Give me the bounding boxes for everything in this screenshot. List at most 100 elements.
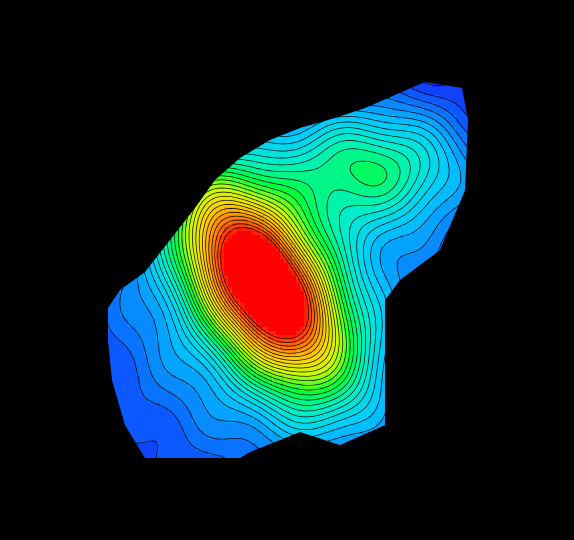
heatmap-cell [444, 167, 449, 172]
heatmap-cell [300, 163, 305, 168]
heatmap-cell [452, 199, 457, 204]
heatmap-cell [348, 211, 353, 216]
heatmap-cell [420, 251, 425, 256]
heatmap-cell [232, 203, 237, 208]
heatmap-cell [380, 263, 385, 268]
heatmap-cell [292, 135, 297, 140]
heatmap-cell [408, 211, 413, 216]
heatmap-cell [288, 235, 293, 240]
heatmap-cell [328, 283, 333, 288]
heatmap-cell [384, 123, 389, 128]
heatmap-cell [268, 247, 273, 252]
heatmap-cell [152, 275, 157, 280]
heatmap-cell [216, 207, 221, 212]
heatmap-cell [184, 275, 189, 280]
heatmap-cell [388, 175, 393, 180]
heatmap-cell [436, 91, 441, 96]
heatmap-cell [284, 207, 289, 212]
heatmap-cell [376, 107, 381, 112]
heatmap-cell [260, 259, 265, 264]
heatmap-cell [356, 187, 361, 192]
heatmap-cell [224, 263, 229, 268]
heatmap-cell [248, 179, 253, 184]
heatmap-cell [336, 191, 341, 196]
heatmap-cell [316, 235, 321, 240]
heatmap-cell [364, 203, 369, 208]
heatmap-cell [288, 147, 293, 152]
heatmap-cell [384, 215, 389, 220]
heatmap-cell [432, 203, 437, 208]
heatmap-cell [212, 219, 217, 224]
heatmap-cell [324, 183, 329, 188]
heatmap-cell [240, 191, 245, 196]
heatmap-cell [364, 239, 369, 244]
heatmap-cell [340, 119, 345, 124]
heatmap-cell [336, 223, 341, 228]
heatmap-cell [288, 247, 293, 252]
heatmap-cell [332, 143, 337, 148]
heatmap-cell [288, 175, 293, 180]
heatmap-cell [464, 127, 468, 132]
heatmap-cell [356, 235, 361, 240]
heatmap-cell [456, 111, 461, 116]
heatmap-cell [428, 147, 433, 152]
heatmap-cell [372, 171, 377, 176]
heatmap-cell [412, 99, 417, 104]
heatmap-cell [292, 159, 297, 164]
heatmap-cell [296, 131, 301, 136]
heatmap-cell [332, 227, 337, 232]
heatmap-cell [172, 251, 177, 256]
heatmap-cell [444, 211, 449, 216]
heatmap-cell [328, 123, 333, 128]
heatmap-cell [228, 207, 233, 212]
heatmap-cell [336, 179, 341, 184]
heatmap-cell [444, 103, 449, 108]
heatmap-cell [248, 263, 253, 268]
heatmap-cell [256, 247, 261, 252]
heatmap-cell [444, 99, 449, 104]
heatmap-cell [268, 203, 273, 208]
heatmap-cell [248, 283, 253, 288]
heatmap-cell [324, 151, 329, 156]
heatmap-cell [236, 239, 241, 244]
heatmap-cell [412, 223, 417, 228]
heatmap-cell [196, 227, 201, 232]
heatmap-cell [180, 283, 185, 288]
heatmap-cell [456, 99, 461, 104]
heatmap-cell [200, 231, 205, 236]
heatmap-cell [352, 195, 357, 200]
heatmap-cell [308, 279, 313, 284]
heatmap-cell [268, 179, 273, 184]
heatmap-cell [416, 247, 421, 252]
heatmap-cell [376, 215, 381, 220]
heatmap-cell [304, 279, 309, 284]
heatmap-cell [316, 183, 321, 188]
heatmap-cell [428, 187, 433, 192]
heatmap-cell [304, 167, 309, 172]
heatmap-cell [308, 123, 313, 128]
heatmap-cell [304, 183, 309, 188]
heatmap-cell [372, 187, 377, 192]
heatmap-cell [352, 163, 357, 168]
heatmap-cell [316, 195, 321, 200]
heatmap-cell [296, 155, 301, 160]
heatmap-cell [236, 279, 241, 284]
heatmap-cell [452, 151, 457, 156]
heatmap-cell [456, 135, 461, 140]
heatmap-cell [212, 239, 217, 244]
heatmap-cell [276, 207, 281, 212]
heatmap-cell [376, 259, 381, 264]
heatmap-cell [416, 175, 421, 180]
heatmap-cell [312, 163, 317, 168]
heatmap-cell [372, 131, 377, 136]
heatmap-cell [456, 183, 461, 188]
heatmap-cell [356, 155, 361, 160]
heatmap-cell [416, 119, 421, 124]
heatmap-cell [428, 143, 433, 148]
heatmap-cell [460, 135, 465, 140]
heatmap-cell [320, 271, 325, 276]
heatmap-cell [424, 199, 429, 204]
heatmap-cell [192, 243, 197, 248]
heatmap-cell [296, 243, 301, 248]
heatmap-cell [344, 235, 349, 240]
